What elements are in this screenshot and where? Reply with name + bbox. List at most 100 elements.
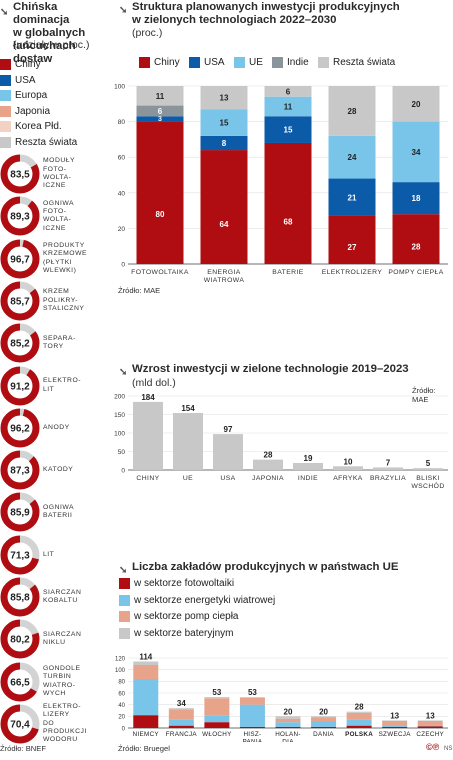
y-tick-label: 150 (114, 412, 125, 419)
donut-value: 89,3 (10, 212, 30, 223)
donut-china-slice (0, 281, 40, 321)
bar-segment (382, 725, 408, 727)
data-label: 53 (248, 688, 257, 697)
bar-segment (328, 215, 376, 264)
data-label: 5 (426, 459, 431, 468)
legend-item: Japonia (0, 105, 50, 117)
legend-label: Korea Płd. (15, 121, 62, 132)
data-label: 11 (284, 102, 293, 111)
legend-label: Reszta świata (333, 57, 396, 68)
donut-value: 85,8 (10, 593, 30, 604)
bar-segment (328, 135, 376, 179)
bar-segment (382, 721, 408, 726)
y-tick-label: 120 (115, 656, 126, 662)
legend-item: Korea Płd. (0, 121, 62, 132)
donut-label: Anody (43, 423, 70, 431)
data-label: 28 (264, 451, 273, 460)
panel2-title: Struktura planowanych inwestycji produkc… (132, 1, 400, 26)
legend-item: USA (189, 57, 225, 68)
bar (333, 466, 363, 470)
legend-label: Indie (287, 57, 309, 68)
bar-segment (204, 697, 230, 699)
donut-value: 87,3 (10, 466, 30, 477)
bar-segment (136, 86, 184, 106)
bar-segment (133, 665, 159, 679)
bar-segment (264, 96, 312, 117)
x-tick-label: ELEKTROLIZERY (322, 269, 383, 276)
bar-segment (200, 86, 248, 110)
panel4-title: Liczba zakładów produkcyjnych w państwac… (132, 561, 399, 573)
donut-label: Siarczan kobaltu (43, 588, 82, 604)
x-tick-label: CZECHY (416, 731, 444, 738)
data-label: 34 (177, 699, 186, 708)
legend-label: w sektorze pomp ciepła (134, 611, 239, 622)
legend-swatch (0, 74, 11, 86)
donut-chart: 83,5 (0, 154, 40, 194)
legend-swatch (119, 594, 130, 606)
legend-swatch (119, 611, 130, 622)
legend-item: w sektorze fotowoltaiki (119, 578, 234, 589)
donut-china-slice (0, 450, 40, 490)
donut-chart: 85,8 (0, 577, 40, 617)
donut-label: Lit (43, 550, 55, 558)
legend-item: Europa (0, 90, 47, 101)
bar-segment (168, 719, 194, 726)
arrow-icon: ➘ (0, 7, 9, 18)
data-label: 20 (284, 707, 293, 716)
donut-china-slice (0, 662, 40, 702)
legend-label: Europa (15, 90, 48, 101)
donut-label: Katody (43, 465, 74, 473)
bar-segment (311, 721, 337, 727)
y-tick-label: 0 (122, 726, 126, 732)
legend-item: Reszta świata (318, 57, 395, 68)
data-label: 11 (156, 92, 165, 101)
arrow-icon: ➘ (119, 5, 128, 16)
arrow-icon: ➘ (119, 565, 128, 576)
donut-item: 85,2 Separa-tory (0, 321, 110, 365)
x-tick-label: FOTOWOLTAIKA (131, 269, 189, 276)
bar-segment (200, 135, 248, 151)
bar-segment (382, 726, 408, 728)
legend-label: Chiny (15, 59, 41, 70)
data-label: 7 (386, 458, 391, 467)
data-label: 28 (412, 243, 421, 252)
donut-china-slice (0, 196, 40, 236)
y-tick-label: 80 (118, 119, 126, 126)
x-tick-label: NIEMCY (133, 731, 160, 738)
x-tick-label: BATERIE (272, 269, 303, 276)
y-tick-label: 0 (121, 468, 125, 475)
donut-item: 83,5 Moduły foto-wolta-iczne (0, 152, 110, 196)
bar-segment (239, 697, 265, 705)
x-tick-label: FRANCJA (166, 731, 198, 738)
panel3-source: Źródło: MAE (412, 386, 436, 404)
x-tick-label: INDIE (298, 475, 318, 482)
bar-segment (275, 726, 301, 728)
donut-item: 80,2 Siarczan niklu (0, 617, 110, 661)
author-initials: NS (444, 746, 453, 752)
bar-segment (346, 725, 372, 728)
bar (253, 459, 283, 470)
bar-segment (168, 725, 194, 728)
bar-segment (311, 717, 337, 721)
data-label: 80 (156, 210, 165, 219)
donut-chart: 80,2 (0, 619, 40, 659)
bar-segment (382, 720, 408, 721)
bar-segment (311, 716, 337, 718)
donut-china-slice (0, 323, 40, 363)
bar-segment (346, 712, 372, 720)
donut-value: 66,5 (10, 677, 30, 688)
panel3-subtitle: (mld dol.) (132, 377, 176, 389)
bar-segment (264, 116, 312, 143)
bar-segment (200, 109, 248, 136)
bar-segment (136, 105, 184, 117)
legend-label: w sektorze energetyki wiatrowej (134, 594, 276, 606)
data-label: 6 (286, 87, 291, 96)
data-label: 28 (348, 107, 357, 116)
bar-segment (346, 711, 372, 713)
panel1-title: Chińska dominacja w globalnych łańcuchac… (13, 1, 86, 65)
data-label: 154 (181, 404, 195, 413)
data-label: 8 (222, 139, 227, 148)
y-tick-label: 40 (118, 190, 126, 197)
donut-china-slice (0, 366, 40, 405)
bar-segment (392, 214, 440, 264)
